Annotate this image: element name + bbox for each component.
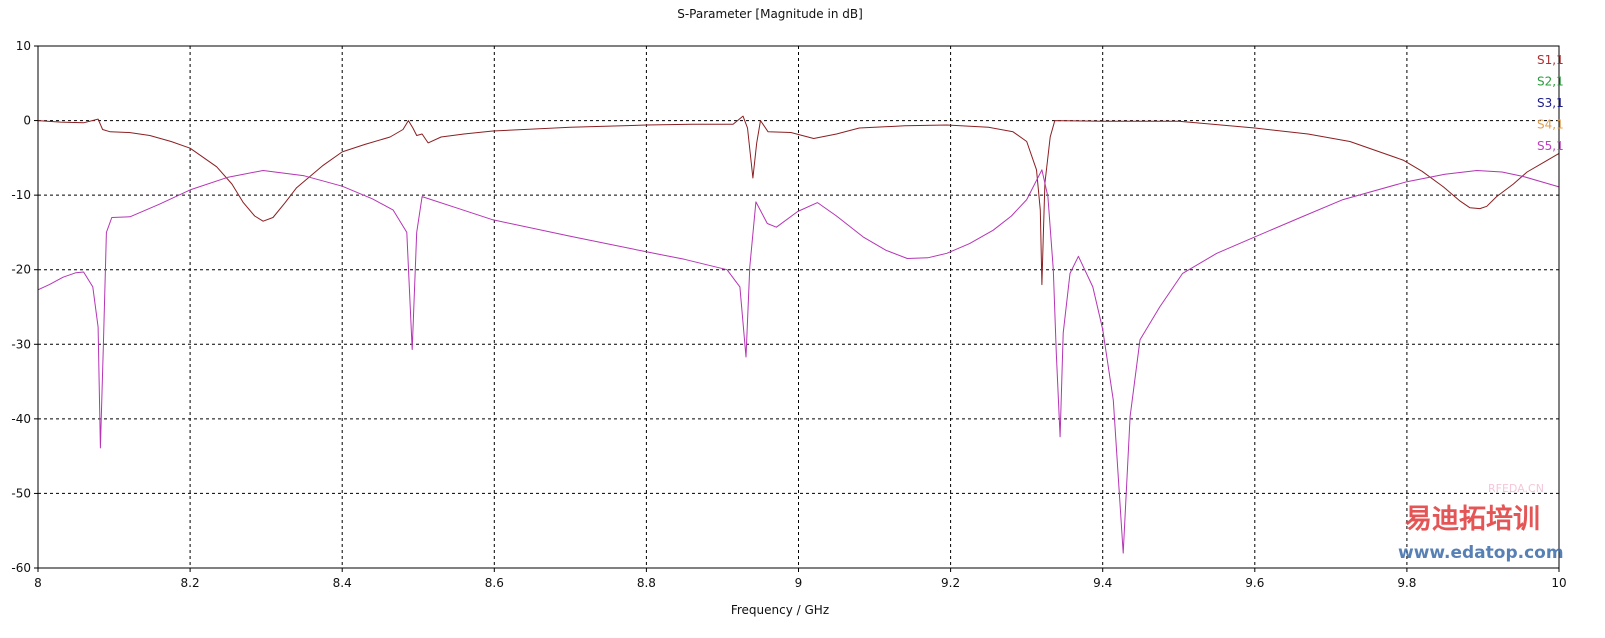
y-tick-label: -50 bbox=[11, 486, 31, 500]
x-axis-ticks: 8 8.2 8.4 8.6 8.8 9 9.2 9.4 9.6 9.8 10 bbox=[34, 568, 1567, 590]
series-lines bbox=[37, 115, 1560, 554]
x-tick-label: 8.4 bbox=[333, 576, 352, 590]
y-tick-label: -40 bbox=[11, 412, 31, 426]
x-tick-label: 8 bbox=[34, 576, 42, 590]
x-tick-label: 9 bbox=[795, 576, 803, 590]
y-tick-label: -60 bbox=[11, 561, 31, 575]
legend-entry: S3,1 bbox=[1537, 96, 1564, 110]
legend-entry: S4,1 bbox=[1537, 118, 1564, 132]
x-tick-label: 9.6 bbox=[1245, 576, 1264, 590]
x-axis-label: Frequency / GHz bbox=[731, 603, 829, 617]
watermark-logo: RFEDA.CN 易迪拓培训 www.edatop.com bbox=[1398, 482, 1564, 563]
y-tick-label: -10 bbox=[11, 188, 31, 202]
legend: S1,1 S2,1 S3,1 S4,1 S5,1 bbox=[1537, 53, 1564, 153]
y-tick-label: 0 bbox=[23, 114, 31, 128]
y-axis-ticks: 10 0 -10 -20 -30 -40 -50 -60 bbox=[11, 39, 38, 575]
series-line-s1-1 bbox=[37, 115, 1560, 286]
x-tick-label: 9.8 bbox=[1397, 576, 1416, 590]
x-tick-label: 8.8 bbox=[637, 576, 656, 590]
legend-entry: S2,1 bbox=[1537, 75, 1564, 89]
series-line-s5-1 bbox=[37, 169, 1560, 554]
legend-entry: S5,1 bbox=[1537, 139, 1564, 153]
y-tick-label: -20 bbox=[11, 263, 31, 277]
x-tick-label: 8.2 bbox=[181, 576, 200, 590]
watermark-brand: 易迪拓培训 bbox=[1405, 504, 1540, 535]
y-tick-label: -30 bbox=[11, 337, 31, 351]
x-tick-label: 10 bbox=[1551, 576, 1566, 590]
legend-entry: S1,1 bbox=[1537, 53, 1564, 67]
y-tick-label: 10 bbox=[16, 39, 31, 53]
watermark-site: RFEDA.CN bbox=[1488, 482, 1544, 495]
x-tick-label: 9.4 bbox=[1093, 576, 1112, 590]
chart-title: S-Parameter [Magnitude in dB] bbox=[677, 7, 863, 21]
grid bbox=[38, 46, 1559, 568]
watermark-url: www.edatop.com bbox=[1398, 543, 1564, 563]
x-tick-label: 9.2 bbox=[941, 576, 960, 590]
x-tick-label: 8.6 bbox=[485, 576, 504, 590]
